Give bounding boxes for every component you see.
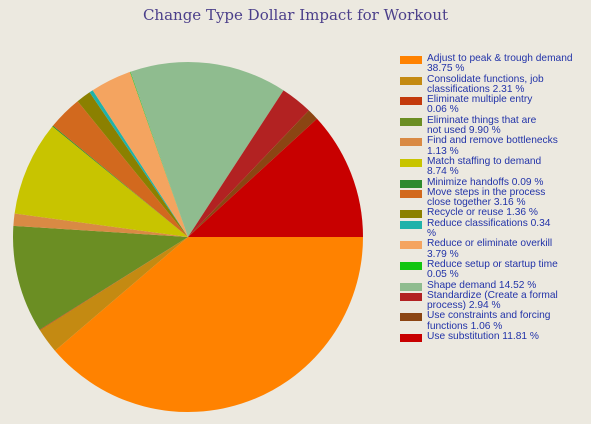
pie-slice-0 bbox=[54, 237, 364, 413]
legend-swatch bbox=[400, 189, 422, 198]
pie-slice-5 bbox=[14, 126, 189, 237]
pie-slice-4 bbox=[13, 213, 188, 237]
legend-swatch bbox=[400, 210, 422, 219]
legend-item: Consolidate functions, job classification… bbox=[400, 73, 590, 96]
pie-slice-9 bbox=[89, 90, 188, 237]
legend-item: Standardize (Create a formal process) 2.9… bbox=[400, 289, 590, 312]
legend-item: Minimize handoffs 0.09 % bbox=[400, 176, 590, 188]
legend-swatch bbox=[400, 313, 422, 322]
legend-item: Eliminate things that are not used 9.90 % bbox=[400, 114, 590, 137]
legend-label: Reduce setup or startup time bbox=[427, 258, 558, 270]
legend-swatch bbox=[400, 282, 422, 291]
legend-swatch bbox=[400, 56, 422, 64]
pie-slice-13 bbox=[188, 90, 309, 237]
legend-swatch bbox=[400, 117, 422, 126]
legend-label: Reduce or eliminate overkill bbox=[427, 238, 553, 250]
chart-title: Change Type Dollar Impact for Workout bbox=[142, 6, 449, 24]
legend-label: Standardize (Create a formal bbox=[427, 289, 558, 301]
legend-label: Minimize handoffs 0.09 % bbox=[427, 176, 544, 188]
legend-label: 0.06 % bbox=[427, 104, 459, 116]
legend-item: Use substitution 11.81 % bbox=[400, 331, 590, 343]
pie-slice-3 bbox=[13, 225, 188, 330]
legend-swatch bbox=[400, 220, 422, 229]
pie-slice-7 bbox=[52, 101, 189, 237]
legend-label: 38.75 % bbox=[427, 63, 465, 75]
legend-item: Use constraints and forcing functions 1.0… bbox=[400, 311, 590, 332]
legend-swatch bbox=[400, 158, 422, 167]
legend-label: not used 9.90 % bbox=[427, 125, 501, 137]
legend: Adjust to peak & trough demand 38.75 % Con… bbox=[400, 53, 590, 343]
pie-slice-15 bbox=[188, 118, 363, 237]
legend-label: Consolidate functions, job bbox=[427, 73, 544, 85]
legend-swatch bbox=[400, 241, 422, 250]
legend-label: Recycle or reuse 1.36 % bbox=[427, 207, 538, 219]
legend-swatch bbox=[400, 334, 422, 343]
legend-label: % bbox=[427, 228, 437, 240]
legend-label: Eliminate multiple entry bbox=[427, 94, 533, 106]
legend-label: Adjust to peak & trough demand bbox=[427, 53, 573, 64]
legend-item: Reduce or eliminate overkill 3.79 % bbox=[400, 239, 590, 260]
legend-item: Recycle or reuse 1.36 % bbox=[400, 207, 590, 219]
legend-label: 0.05 % bbox=[427, 269, 459, 281]
legend-label: close together 3.16 % bbox=[427, 197, 526, 209]
legend-label: 3.79 % bbox=[427, 248, 459, 260]
legend-swatch bbox=[400, 76, 422, 85]
pie-slice-1 bbox=[39, 237, 188, 351]
legend-item: Find and remove bottlenecks 1.13 % bbox=[400, 136, 590, 157]
pie-slice-6 bbox=[52, 125, 188, 237]
pie-slice-11 bbox=[130, 71, 188, 238]
legend-item: Match staffing to demand 8.74 % bbox=[400, 155, 590, 178]
pie-slice-14 bbox=[188, 110, 317, 237]
legend-item: Reduce setup or startup time 0.05 % bbox=[400, 258, 590, 281]
pie-slice-10 bbox=[92, 71, 188, 237]
legend-label: Shape demand 14.52 % bbox=[427, 279, 537, 291]
legend-label: Use constraints and forcing bbox=[427, 310, 551, 322]
legend-item: Shape demand 14.52 % bbox=[400, 279, 590, 291]
legend-swatch bbox=[400, 138, 422, 147]
legend-label: functions 1.06 % bbox=[427, 320, 503, 332]
legend-label: Move steps in the process bbox=[427, 186, 546, 198]
legend-item: Eliminate multiple entry 0.06 % bbox=[400, 94, 590, 116]
pie-slice-12 bbox=[130, 61, 284, 238]
legend-swatch bbox=[400, 179, 422, 188]
legend-label: Find and remove bottlenecks bbox=[427, 135, 558, 147]
legend-item: Move steps in the process close together … bbox=[400, 186, 590, 209]
pie-slice-8 bbox=[77, 92, 188, 237]
pie-slices bbox=[13, 61, 364, 413]
legend-item: Reduce classifications 0.34% bbox=[400, 217, 590, 240]
legend-label: process) 2.94 % bbox=[427, 300, 501, 312]
legend-swatch bbox=[400, 292, 422, 301]
legend-swatch bbox=[400, 97, 422, 106]
legend-label: Use substitution 11.81 % bbox=[427, 331, 539, 343]
legend-item: Adjust to peak & trough demand 38.75 % bbox=[400, 53, 590, 75]
legend-label: 8.74 % bbox=[427, 166, 459, 178]
legend-label: Reduce classifications 0.34 bbox=[427, 217, 551, 229]
legend-label: 1.13 % bbox=[427, 145, 459, 157]
pie-slice-2 bbox=[39, 237, 189, 331]
legend-swatch bbox=[400, 261, 422, 270]
legend-label: Match staffing to demand bbox=[427, 155, 542, 167]
legend-label: classifications 2.31 % bbox=[427, 83, 525, 95]
legend-label: Eliminate things that are bbox=[427, 114, 537, 126]
